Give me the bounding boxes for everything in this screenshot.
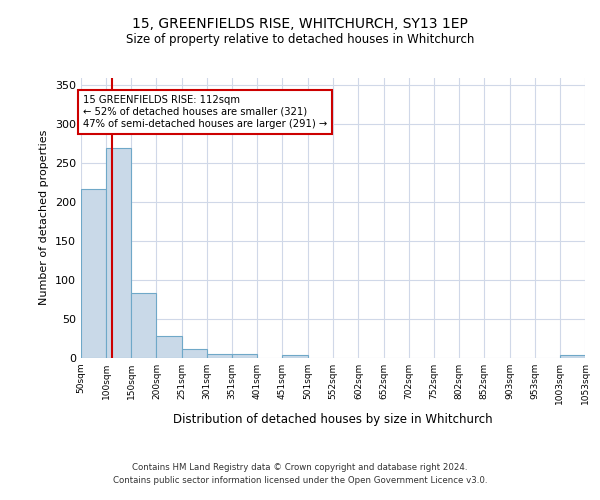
Bar [560,355,585,358]
Text: Contains public sector information licensed under the Open Government Licence v3: Contains public sector information licen… [113,476,487,485]
Text: Size of property relative to detached houses in Whitchurch: Size of property relative to detached ho… [126,32,474,46]
X-axis label: Distribution of detached houses by size in Whitchurch: Distribution of detached houses by size … [173,413,493,426]
Bar [182,349,207,358]
Text: 15, GREENFIELDS RISE, WHITCHURCH, SY13 1EP: 15, GREENFIELDS RISE, WHITCHURCH, SY13 1… [132,18,468,32]
Y-axis label: Number of detached properties: Number of detached properties [40,130,49,305]
Bar [131,293,157,358]
Bar [207,354,232,358]
Bar [106,148,131,358]
Bar [283,355,308,358]
Text: 15 GREENFIELDS RISE: 112sqm
← 52% of detached houses are smaller (321)
47% of se: 15 GREENFIELDS RISE: 112sqm ← 52% of det… [83,96,327,128]
Bar [232,354,257,358]
Bar [157,336,182,357]
Text: Contains HM Land Registry data © Crown copyright and database right 2024.: Contains HM Land Registry data © Crown c… [132,464,468,472]
Bar [81,188,106,358]
